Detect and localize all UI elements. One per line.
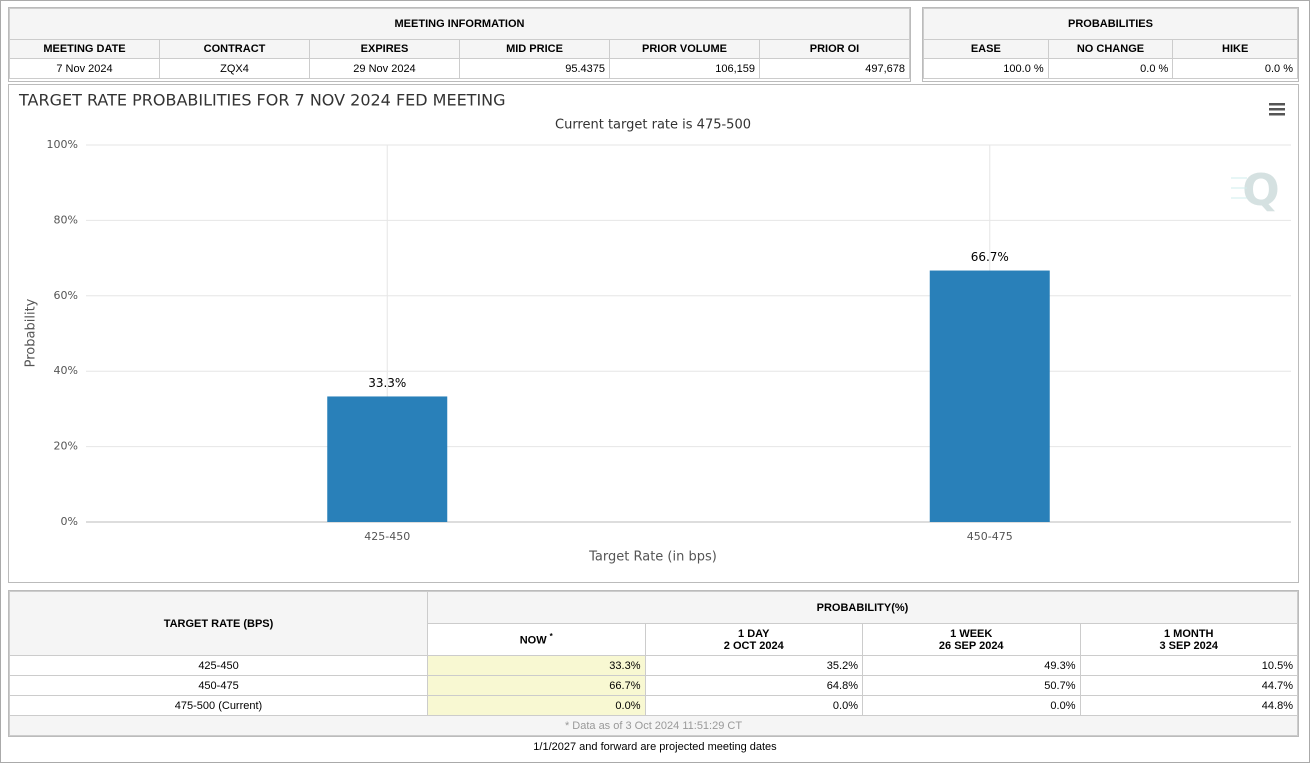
logo: Q (1231, 165, 1280, 216)
column-header: PRIOR OI (759, 39, 910, 59)
cell: 106,159 (609, 58, 760, 79)
cell: 475-500 (Current) (9, 695, 428, 716)
cell: 95.4375 (459, 58, 610, 79)
table-title: PROBABILITIES (923, 8, 1298, 40)
y-tick-label: 80% (54, 213, 78, 226)
column-label: 1 WEEK (950, 627, 993, 640)
meeting-info-panel: MEETING INFORMATION MEETING DATE CONTRAC… (8, 7, 911, 82)
column-date: 3 SEP 2024 (1159, 639, 1218, 652)
cell: 0.0 % (1172, 58, 1298, 79)
column-header: MID PRICE (459, 39, 610, 59)
table-row: 450-475 66.7% 64.8% 50.7% 44.7% (9, 675, 1298, 696)
cell: 0.0% (427, 695, 646, 716)
cell: 44.7% (1079, 675, 1298, 696)
cell: 35.2% (644, 655, 863, 676)
meeting-info-table: MEETING INFORMATION MEETING DATE CONTRAC… (9, 8, 910, 79)
column-header: CONTRACT (159, 39, 310, 59)
column-header: TARGET RATE (BPS) (9, 591, 428, 656)
column-header: PRIOR VOLUME (609, 39, 760, 59)
column-header: EXPIRES (309, 39, 460, 59)
cell: 66.7% (427, 675, 646, 696)
column-header: 1 DAY 2 OCT 2024 (644, 623, 863, 656)
column-header: 1 MONTH 3 SEP 2024 (1079, 623, 1298, 656)
column-label: 1 MONTH (1164, 627, 1214, 640)
column-label: NOW (519, 634, 547, 647)
chart-panel: TARGET RATE PROBABILITIES FOR 7 NOV 2024… (8, 84, 1299, 583)
y-axis-title: Probability (24, 298, 39, 367)
footnote: * Data as of 3 Oct 2024 11:51:29 CT (9, 715, 1298, 736)
cell: 33.3% (427, 655, 646, 676)
chart: TARGET RATE PROBABILITIES FOR 7 NOV 2024… (18, 91, 1291, 565)
column-group-header: PROBABILITY(%) (427, 591, 1298, 624)
column-label: 1 DAY (738, 627, 770, 640)
column-header: HIKE (1172, 39, 1298, 59)
y-tick-label: 0% (61, 515, 78, 528)
cell: 7 Nov 2024 (9, 58, 160, 79)
table-row: 425-450 33.3% 35.2% 49.3% 10.5% (9, 655, 1298, 676)
x-axis-title: Target Rate (in bps) (588, 550, 717, 565)
probabilities-table: PROBABILITIES EASE NO CHANGE HIKE 100.0 … (923, 8, 1298, 79)
cell: 10.5% (1079, 655, 1298, 676)
probability-panel: TARGET RATE (BPS) PROBABILITY(%) NOW * 1 D… (8, 590, 1299, 737)
chart-subtitle: Current target rate is 475-500 (555, 118, 751, 133)
column-date: 2 OCT 2024 (723, 639, 784, 652)
column-header: NOW * (427, 623, 646, 656)
cell: 44.8% (1079, 695, 1298, 716)
y-tick-label: 60% (54, 289, 78, 302)
column-header: MEETING DATE (9, 39, 160, 59)
x-tick-label: 450-475 (967, 530, 1013, 543)
y-tick-label: 40% (54, 364, 78, 377)
cell: 0.0% (862, 695, 1081, 716)
table-title: MEETING INFORMATION (9, 8, 910, 40)
menu-icon[interactable] (1269, 103, 1285, 116)
data-label: 66.7% (971, 250, 1009, 264)
table-row: 475-500 (Current) 0.0% 0.0% 0.0% 44.8% (9, 695, 1298, 716)
cell: 497,678 (759, 58, 910, 79)
cell: 0.0 % (1047, 58, 1174, 79)
column-header: NO CHANGE (1047, 39, 1174, 59)
column-header: 1 WEEK 26 SEP 2024 (862, 623, 1081, 656)
column-note: * (549, 632, 553, 642)
probability-table: TARGET RATE (BPS) PROBABILITY(%) NOW * 1 D… (9, 591, 1298, 736)
chart-title: TARGET RATE PROBABILITIES FOR 7 NOV 2024… (18, 91, 506, 110)
cell: 100.0 % (923, 58, 1049, 79)
cell: 425-450 (9, 655, 428, 676)
x-tick-label: 425-450 (364, 530, 410, 543)
cell: 0.0% (644, 695, 863, 716)
cell: 49.3% (862, 655, 1081, 676)
cell: 29 Nov 2024 (309, 58, 460, 79)
footer-note: 1/1/2027 and forward are projected meeti… (533, 741, 777, 753)
cell: ZQX4 (159, 58, 310, 79)
footnote-row: * Data as of 3 Oct 2024 11:51:29 CT (9, 715, 1298, 736)
cell: 50.7% (862, 675, 1081, 696)
bar (327, 396, 448, 522)
cell: 64.8% (644, 675, 863, 696)
svg-text:Q: Q (1242, 165, 1279, 216)
column-header: EASE (923, 39, 1049, 59)
cell: 450-475 (9, 675, 428, 696)
y-tick-label: 20% (54, 440, 78, 453)
data-label: 33.3% (368, 376, 406, 390)
bar (929, 270, 1050, 522)
probabilities-panel: PROBABILITIES EASE NO CHANGE HIKE 100.0 … (922, 7, 1299, 82)
y-tick-label: 100% (47, 138, 78, 151)
column-date: 26 SEP 2024 (938, 639, 1004, 652)
